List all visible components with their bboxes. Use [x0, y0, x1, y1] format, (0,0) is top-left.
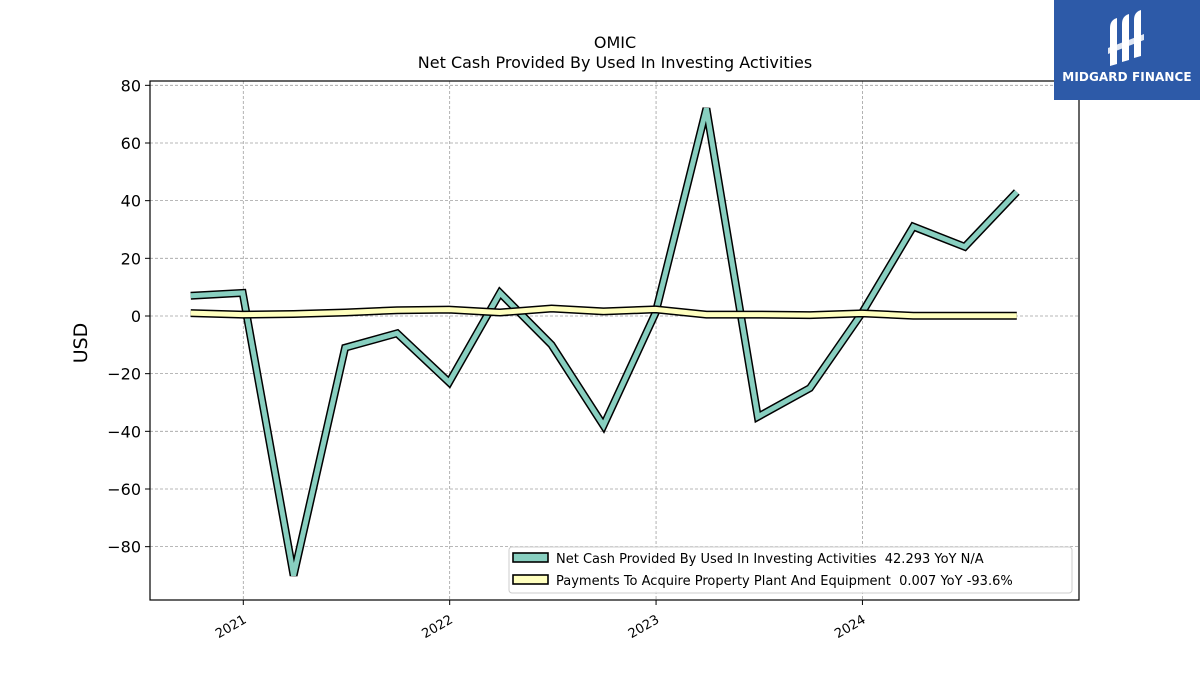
series-line-net-cash [190, 107, 1019, 577]
series-line-capex [190, 305, 1017, 319]
y-tick-label: −60 [107, 480, 141, 499]
legend-swatch-capex [512, 574, 549, 585]
legend: Net Cash Provided By Used In Investing A… [508, 546, 1073, 594]
x-axis-ticks: 2021 2022 2023 2024 [213, 600, 868, 642]
legend-label-net-cash: Net Cash Provided By Used In Investing A… [556, 552, 984, 567]
x-tick-label: 2021 [213, 612, 249, 642]
plot-frame [149, 80, 1080, 601]
legend-label-capex: Payments To Acquire Property Plant And E… [556, 574, 1013, 589]
y-tick-label: 60 [121, 134, 141, 153]
grid-lines [150, 81, 1079, 600]
x-tick-label: 2022 [420, 612, 456, 642]
y-tick-label: −80 [107, 538, 141, 557]
logo-text: MIDGARD FINANCE [1062, 70, 1192, 84]
y-tick-label: 40 [121, 192, 141, 211]
y-axis-label: USD [70, 323, 92, 364]
chart-title: OMIC [594, 33, 636, 52]
midgard-logo-icon [1108, 10, 1144, 66]
y-tick-label: 20 [121, 249, 141, 268]
series-lines [190, 107, 1020, 577]
y-tick-label: −40 [107, 422, 141, 441]
y-tick-label: 80 [121, 76, 141, 95]
x-tick-label: 2023 [626, 612, 662, 642]
legend-swatch-net-cash [512, 552, 549, 563]
series-line-net-cash-outline [190, 107, 1020, 577]
brand-logo: MIDGARD FINANCE [1054, 0, 1200, 100]
chart-subtitle: Net Cash Provided By Used In Investing A… [418, 53, 812, 72]
y-tick-label: 0 [131, 307, 141, 326]
y-tick-label: −20 [107, 365, 141, 384]
legend-box [508, 546, 1073, 594]
y-axis-ticks: −80 −60 −40 −20 0 20 40 60 80 [107, 76, 150, 557]
x-tick-label: 2024 [832, 612, 868, 642]
